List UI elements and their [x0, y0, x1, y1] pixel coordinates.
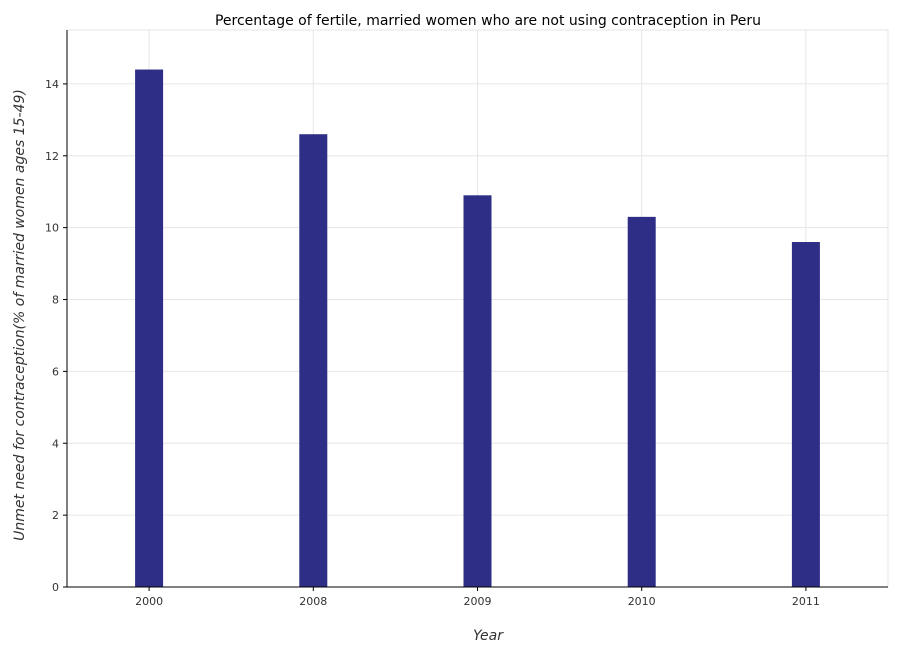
- y-tick-label: 12: [45, 150, 59, 163]
- x-axis-label: Year: [473, 628, 504, 644]
- bars: [135, 69, 820, 588]
- x-tick-label: 2011: [792, 595, 820, 608]
- x-tick-label: 2008: [299, 595, 327, 608]
- y-tick-label: 14: [45, 78, 59, 91]
- y-tick-label: 0: [52, 581, 59, 594]
- bar-2009: [463, 195, 492, 587]
- y-tick-label: 6: [52, 365, 59, 378]
- x-tick-label: 2009: [464, 595, 492, 608]
- x-tick-label: 2000: [135, 595, 163, 608]
- axes: [63, 30, 888, 591]
- bar-2008: [299, 134, 328, 588]
- y-tick-label: 8: [52, 294, 59, 307]
- bar-2000: [135, 69, 164, 587]
- tick-labels: 0 2 4 6 8 10 12 14 2000 2008 2009 2010 2011: [45, 78, 820, 608]
- y-axis-label: Unmet need for contraception(% of marrie…: [12, 89, 28, 541]
- y-tick-label: 10: [45, 222, 59, 235]
- chart-title: Percentage of fertile, married women who…: [215, 13, 761, 29]
- x-tick-label: 2010: [628, 595, 656, 608]
- y-tick-label: 4: [52, 437, 59, 450]
- y-tick-label: 2: [52, 509, 59, 522]
- bar-2011: [791, 242, 820, 587]
- bar-2010: [627, 216, 656, 588]
